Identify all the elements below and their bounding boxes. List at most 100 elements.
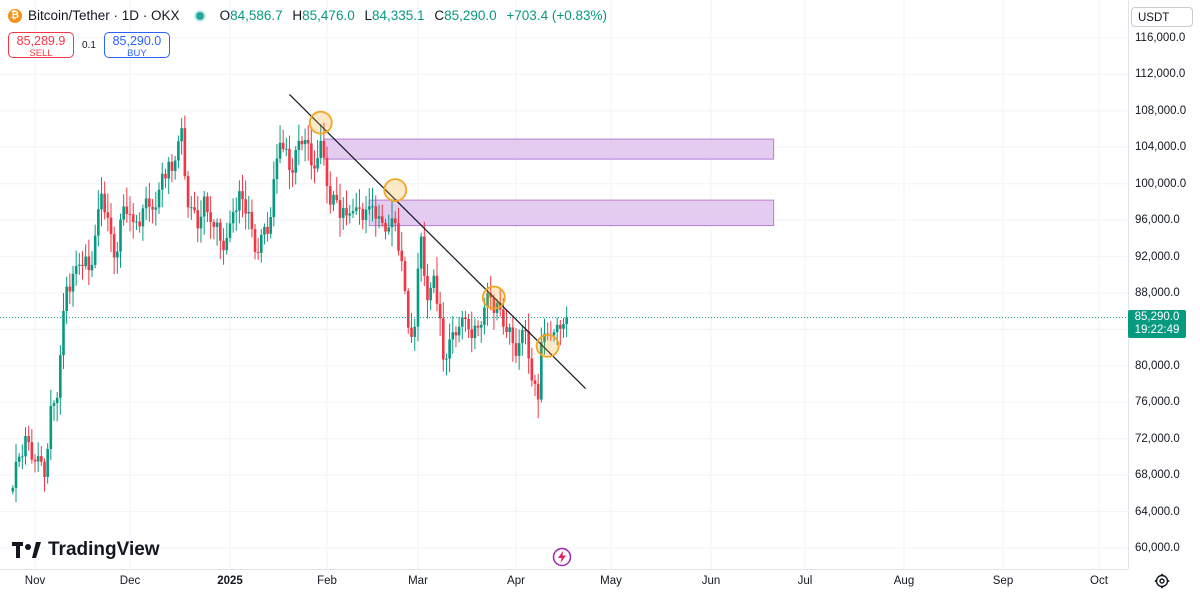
candle-body (514, 343, 518, 356)
low-value: 84,335.1 (372, 8, 425, 23)
candle-body (328, 186, 332, 205)
candle-body (419, 236, 423, 269)
candle-body (24, 435, 27, 457)
candle-body (164, 173, 167, 179)
sell-price: 85,289.9 (16, 34, 66, 48)
trade-panel: 85,289.9 SELL 0.1 85,290.0 BUY (8, 32, 170, 58)
candle-body (397, 223, 400, 251)
candle-body (14, 461, 18, 488)
candle-body (483, 307, 486, 325)
open-value: 84,586.7 (230, 8, 283, 23)
candle-body (502, 309, 505, 327)
buy-label: BUY (127, 47, 147, 59)
tradingview-logo[interactable]: TradingView (12, 539, 160, 561)
candle-body (100, 193, 103, 210)
resistance-zone (368, 199, 775, 227)
market-status-icon (195, 11, 204, 20)
candle-body (457, 326, 461, 336)
candle-body (486, 293, 489, 308)
candle-body (189, 207, 193, 209)
candle-body (429, 287, 432, 301)
candle-body (445, 358, 448, 360)
price-tick-label: 96,000.0 (1135, 214, 1180, 227)
candle-body (562, 323, 565, 329)
price-tick-label: 100,000.0 (1135, 177, 1187, 190)
candle-body (219, 222, 222, 241)
candle-body (358, 207, 361, 209)
candle-body (316, 158, 319, 169)
candle-body (536, 383, 540, 400)
candle-body (125, 206, 129, 215)
candle-body (278, 142, 282, 159)
chart-pane[interactable]: ₿ Bitcoin/Tether · 1D · OKX O84,586.7 H8… (0, 0, 1128, 569)
candle-body (144, 198, 148, 209)
candle-body (128, 214, 132, 216)
candle-body (177, 141, 180, 161)
candle-body (71, 273, 75, 292)
sell-label: SELL (29, 47, 53, 59)
candle-body (180, 128, 183, 142)
buy-button[interactable]: 85,290.0 BUY (103, 32, 170, 59)
time-tick-label: Aug (893, 575, 915, 587)
candle-body (269, 217, 272, 234)
candle-body (435, 275, 439, 304)
gear-icon[interactable] (1154, 573, 1170, 589)
candle-body (348, 213, 352, 216)
candle-body (380, 216, 384, 223)
candle-body (559, 324, 562, 329)
candle-body (116, 251, 119, 258)
currency-select[interactable]: USDT (1131, 7, 1193, 27)
time-axis[interactable]: Nov Dec 2025 Feb Mar Apr May Jun Jul Aug Sep Oct (0, 569, 1128, 594)
time-tick-label: Feb (317, 575, 337, 587)
candle-body (332, 194, 335, 205)
candle-body (400, 250, 404, 262)
symbol-title[interactable]: Bitcoin/Tether · 1D · OKX (28, 8, 180, 23)
price-chart[interactable] (0, 0, 1128, 569)
candle-body (354, 207, 358, 212)
candle-body (52, 403, 56, 406)
price-axis[interactable]: 116,000.0 112,000.0 108,000.0 104,000.0 100,… (1128, 0, 1200, 569)
candle-body (438, 303, 442, 319)
candle-body (141, 208, 145, 227)
candle-body (322, 140, 326, 158)
candle-body (533, 380, 537, 384)
candle-body (527, 331, 530, 359)
tradingview-logo-icon (12, 542, 41, 558)
time-tick-label: Jul (797, 575, 813, 587)
sell-button[interactable]: 85,289.9 SELL (8, 32, 74, 58)
open-key: O (219, 8, 231, 23)
lightning-icon[interactable] (552, 547, 572, 567)
time-tick-label: 2025 (217, 575, 243, 587)
candle-body (263, 226, 266, 235)
high-key: H (292, 8, 303, 23)
candle-body (285, 148, 288, 150)
candle-body (244, 199, 247, 214)
last-price-value: 85,290.0 (1134, 310, 1180, 323)
time-tick-label: Mar (408, 575, 428, 587)
price-tick-label: 112,000.0 (1135, 68, 1186, 81)
candle-body (122, 206, 125, 220)
candle-body (247, 211, 251, 214)
candle-body (170, 161, 174, 171)
candle-body (84, 256, 87, 267)
candle-body (68, 286, 72, 292)
candle-body (341, 207, 345, 218)
candle-body (530, 358, 534, 381)
candle-body (448, 339, 451, 359)
candle-body (390, 218, 394, 228)
candle-body (21, 456, 24, 458)
candle-body (11, 487, 15, 492)
candle-body (87, 256, 91, 271)
candle-body (294, 150, 298, 173)
candle-body (193, 207, 196, 211)
candle-body (451, 332, 455, 340)
candle-body (106, 212, 110, 218)
resistance-zone (323, 138, 775, 160)
candle-body (59, 355, 62, 398)
candle-body (467, 318, 470, 330)
candle-body (479, 324, 483, 328)
candle-body (325, 157, 329, 187)
last-price-label: 85,290.0 19:22:49 (1128, 309, 1186, 338)
candle-body (297, 140, 301, 151)
candle-body (281, 142, 285, 150)
